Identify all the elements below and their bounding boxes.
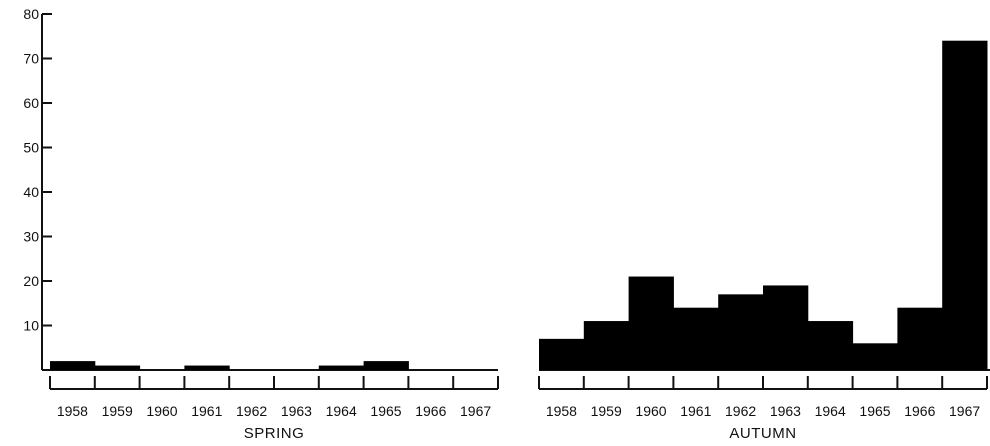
y-tick-label: 80 — [23, 6, 39, 22]
y-tick-label: 10 — [23, 318, 39, 334]
y-tick-label: 30 — [23, 229, 39, 245]
x-tick-label: 1959 — [102, 403, 133, 419]
bar-1959 — [583, 321, 630, 370]
bar-1965 — [363, 361, 409, 370]
x-tick-label: 1958 — [57, 403, 88, 419]
bar-1964 — [318, 365, 365, 370]
panel-title: AUTUMN — [729, 425, 796, 442]
y-tick-label: 60 — [23, 95, 39, 111]
bar-1962 — [718, 294, 764, 370]
y-tick-label: 50 — [23, 140, 39, 156]
bar-1965 — [852, 343, 898, 370]
autumn-panel: 1958 1959 1960 1961 1962 1963 1964 1965 1966 1967… — [538, 40, 990, 442]
x-tick-label: 1963 — [770, 403, 801, 419]
spring-panel: 1958 1959 1960 1961 1962 1963 1964 1965 1966 1967… — [42, 361, 499, 442]
bar-1961 — [673, 307, 719, 370]
x-tick-label: 1967 — [949, 403, 980, 419]
x-tick-label: 1961 — [680, 403, 711, 419]
x-tick-label: 1958 — [546, 403, 577, 419]
x-tick-label: 1962 — [236, 403, 267, 419]
x-tick-label: 1960 — [635, 403, 666, 419]
bar-1963 — [763, 285, 809, 370]
x-tick-label: 1964 — [326, 403, 357, 419]
x-tick-label: 1963 — [281, 403, 312, 419]
bar-1961 — [184, 365, 230, 370]
x-tick-label: 1966 — [904, 403, 935, 419]
x-tick-label: 1965 — [859, 403, 890, 419]
bar-1964 — [807, 321, 854, 370]
y-tick-label: 70 — [23, 51, 39, 67]
bar-1958 — [50, 361, 96, 370]
x-tick-label: 1964 — [815, 403, 846, 419]
x-tick-label: 1959 — [591, 403, 622, 419]
bar-1959 — [94, 365, 141, 370]
bar-1958 — [539, 338, 585, 370]
bar-1967 — [942, 40, 988, 370]
y-axis: 10 20 30 40 50 60 70 80 — [23, 6, 52, 370]
x-tick-label: 1960 — [146, 403, 177, 419]
bar-1966 — [897, 307, 943, 370]
y-tick-label: 40 — [23, 184, 39, 200]
y-tick-label: 20 — [23, 273, 39, 289]
x-tick-label: 1966 — [415, 403, 446, 419]
x-tick-label: 1965 — [370, 403, 401, 419]
panel-title: SPRING — [244, 425, 305, 442]
bar-1960 — [628, 276, 674, 370]
x-tick-label: 1967 — [460, 403, 491, 419]
x-tick-label: 1962 — [725, 403, 756, 419]
x-tick-label: 1961 — [191, 403, 222, 419]
